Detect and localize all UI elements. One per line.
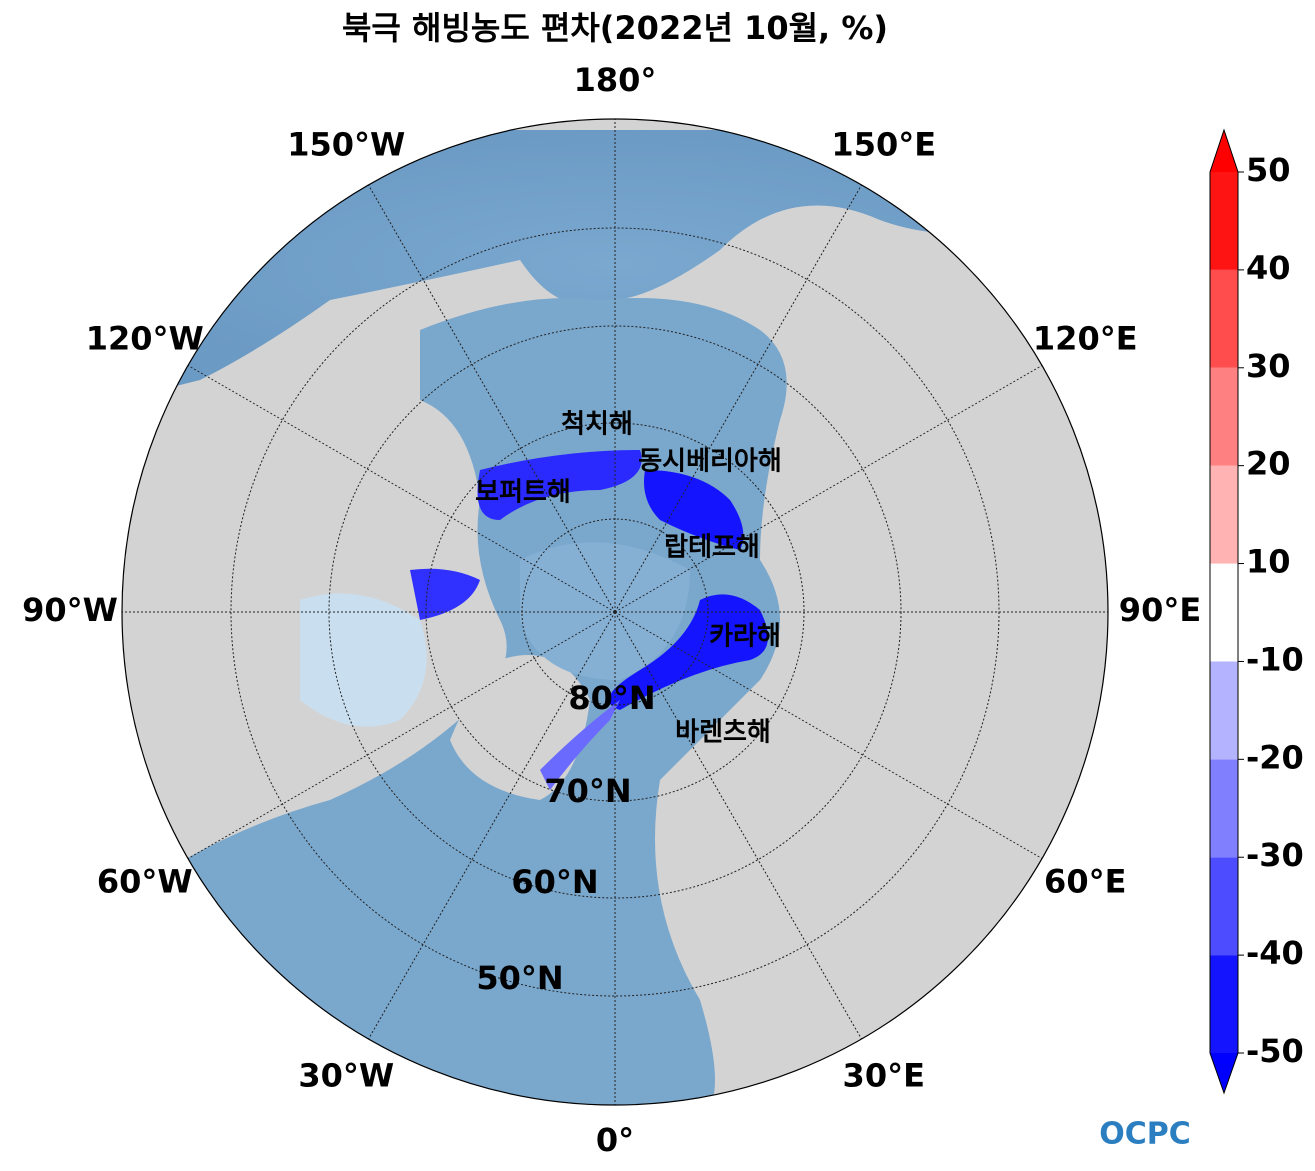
- colorbar-tick-label: -20: [1246, 738, 1304, 776]
- arctic-atlantic-ocean: [122, 298, 787, 1105]
- colorbar-tick-label: 40: [1246, 249, 1291, 287]
- longitude-label: 120°W: [86, 320, 204, 358]
- pacific-ocean: [122, 130, 1108, 400]
- sea-label: 동시베리아해: [638, 447, 782, 477]
- longitude-label: 30°W: [298, 1056, 394, 1094]
- longitude-label: 150°W: [287, 126, 405, 164]
- longitude-label: 90°E: [1119, 591, 1201, 629]
- colorbar: -50 -40 -30 -20 -10 10 20 30 40 50: [1209, 128, 1304, 1095]
- title: 북극 해빙농도 편차(2022년 10월, %): [342, 9, 888, 47]
- anomaly-barents: [540, 700, 620, 790]
- colorbar-tick-label: -10: [1246, 640, 1304, 678]
- colorbar-segment: [1210, 465, 1238, 564]
- anomaly-siberia: [644, 470, 744, 550]
- sea-label: 랍테프해: [664, 533, 760, 563]
- longitude-label: 120°E: [1033, 320, 1138, 358]
- colorbar-tick-label: -50: [1246, 1032, 1304, 1070]
- longitude-label: 90°W: [22, 591, 118, 629]
- sea-label: 바렌츠해: [675, 718, 771, 748]
- colorbar-extend-low: [1210, 1053, 1238, 1093]
- sea-label: 보퍼트해: [475, 478, 571, 508]
- longitude-label: 60°W: [97, 862, 193, 900]
- colorbar-segment: [1210, 955, 1238, 1053]
- latitude-label: 60°N: [511, 863, 598, 901]
- latitude-label: 80°N: [568, 679, 655, 717]
- anomaly-archipelago: [410, 568, 480, 620]
- anomaly-kara: [608, 594, 768, 710]
- sea-label: 척치해: [561, 410, 633, 440]
- longitude-label: 30°E: [843, 1056, 925, 1094]
- colorbar-segment: [1210, 172, 1238, 270]
- graticule: [122, 119, 1108, 1105]
- sea-label: 카라해: [709, 622, 781, 652]
- longitude-label: 150°E: [831, 126, 936, 164]
- colorbar-tick-label: 30: [1246, 347, 1291, 385]
- colorbar-extend-high: [1210, 130, 1238, 172]
- colorbar-segment: [1210, 759, 1238, 858]
- hudson-bay: [300, 593, 427, 727]
- colorbar-segment: [1210, 563, 1238, 662]
- colorbar-segment: [1210, 661, 1238, 760]
- labels: 180° 150°E 120°E 90°E 60°E 30°E 0° 30°W 60°W 90°W…: [22, 61, 1201, 1159]
- colorbar-tick-label: 50: [1246, 151, 1291, 189]
- colorbar-tick-label: 10: [1246, 543, 1291, 581]
- longitude-label: 0°: [596, 1121, 634, 1159]
- longitude-label: 180°: [574, 61, 657, 99]
- colorbar-segment: [1210, 269, 1238, 368]
- logo: OCPC: [1099, 1117, 1191, 1152]
- latitude-label: 70°N: [544, 772, 631, 810]
- longitude-label: 60°E: [1044, 862, 1126, 900]
- colorbar-tick-label: -30: [1246, 836, 1304, 874]
- latitude-label: 50°N: [476, 959, 563, 997]
- colorbar-tick-label: -40: [1246, 934, 1304, 972]
- anomaly-chukchi: [477, 450, 642, 520]
- colorbar-tick-label: 20: [1246, 445, 1291, 483]
- central-arctic: [520, 542, 690, 680]
- map-border: [121, 118, 1109, 1106]
- colorbar-segment: [1210, 857, 1238, 956]
- colorbar-segment: [1210, 367, 1238, 466]
